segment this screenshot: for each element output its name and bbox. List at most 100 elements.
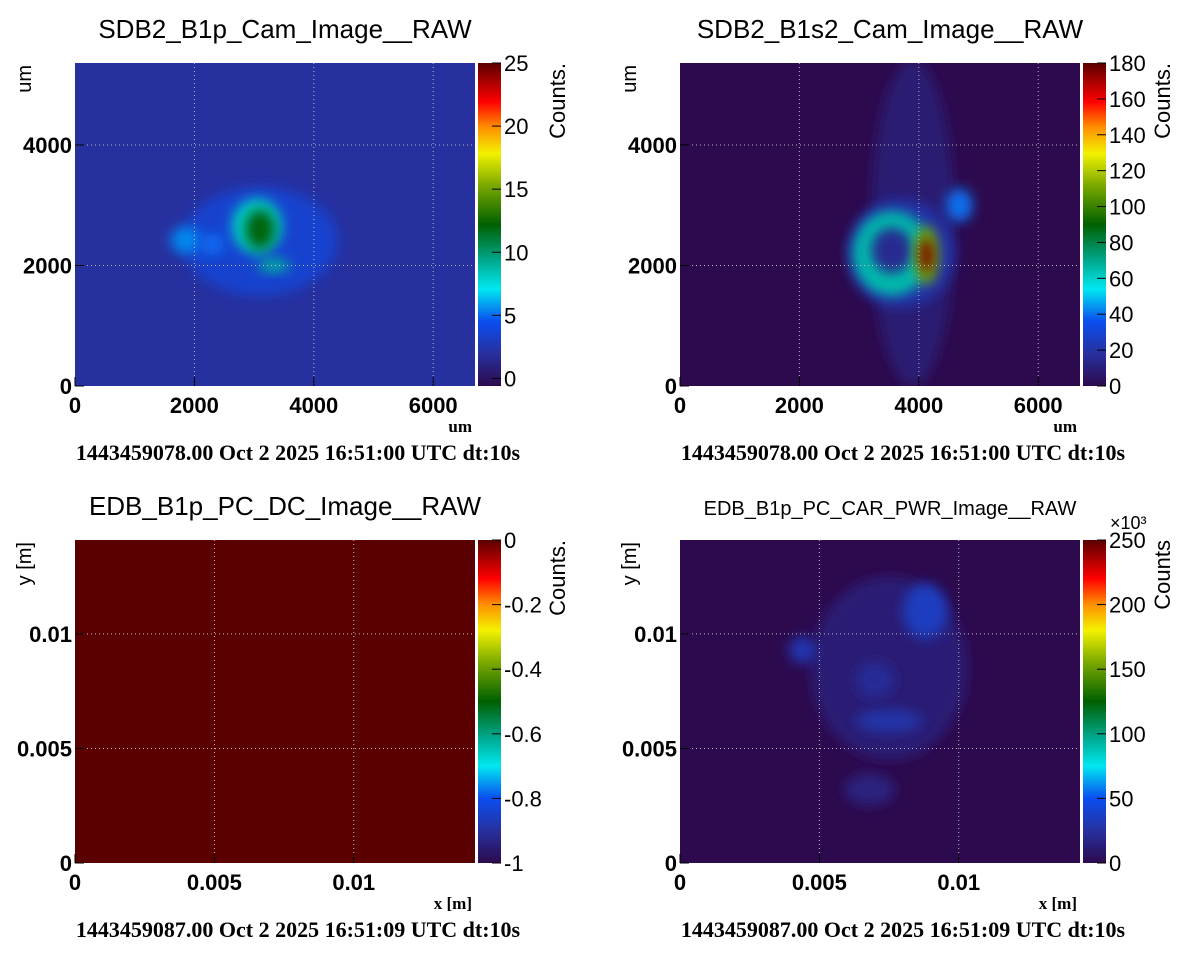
y-tick-label: 0.005 xyxy=(17,736,72,761)
plot-title: EDB_B1p_PC_DC_Image__RAW xyxy=(89,491,482,521)
timestamp-footer: 1443459087.00 Oct 2 2025 16:51:09 UTC dt… xyxy=(76,917,521,942)
color-scale-bar xyxy=(478,540,501,863)
z-tick-label: 0 xyxy=(504,366,516,391)
z-tick-label: 120 xyxy=(1109,159,1146,184)
z-axis-title: Counts xyxy=(1150,540,1175,610)
x-tick-label: 0.005 xyxy=(792,870,847,895)
x-tick-label: 0.01 xyxy=(332,870,375,895)
z-tick-label: 60 xyxy=(1109,266,1133,291)
z-tick-label: 200 xyxy=(1109,593,1146,618)
y-tick-label: 0 xyxy=(665,851,677,876)
heatmap-hotspot xyxy=(788,636,817,664)
z-tick-label: 20 xyxy=(504,114,528,139)
heatmap-cells xyxy=(170,187,338,296)
y-axis-title: y [m] xyxy=(619,542,641,585)
y-tick-label: 4000 xyxy=(23,133,72,158)
timestamp-footer: 1443459087.00 Oct 2 2025 16:51:09 UTC dt… xyxy=(681,917,1126,942)
x-tick-label: 0 xyxy=(674,393,686,418)
x-axis-title: x [m] xyxy=(434,894,472,913)
heatmap-hotspot xyxy=(920,238,934,273)
y-tick-label: 0 xyxy=(60,851,72,876)
heatmap-hotspot xyxy=(200,233,225,256)
x-tick-label: 6000 xyxy=(409,393,458,418)
plot-title: SDB2_B1s2_Cam_Image__RAW xyxy=(697,14,1084,44)
heatmap-hotspot xyxy=(258,258,290,273)
z-axis-title: Counts. xyxy=(545,63,570,139)
y-tick-label: 0 xyxy=(60,374,72,399)
z-tick-label: -0.4 xyxy=(504,657,542,682)
x-tick-label: 4000 xyxy=(894,393,943,418)
y-tick-label: 0 xyxy=(665,374,677,399)
heatmap-cells xyxy=(788,576,968,806)
y-tick-label: 2000 xyxy=(23,253,72,278)
x-tick-label: 2000 xyxy=(775,393,824,418)
y-axis-title: um xyxy=(14,65,36,93)
z-tick-label: 0 xyxy=(1109,851,1121,876)
z-tick-label: 20 xyxy=(1109,338,1133,363)
x-axis-title: x [m] xyxy=(1039,894,1077,913)
heatmap-cells xyxy=(847,63,973,386)
x-tick-label: 0 xyxy=(69,393,81,418)
heatmap-hotspot xyxy=(844,773,895,806)
z-tick-label: 0 xyxy=(504,528,516,553)
color-scale-bar xyxy=(1083,63,1106,386)
z-tick-label: 10 xyxy=(504,240,528,265)
z-tick-label: 100 xyxy=(1109,722,1146,747)
x-tick-label: 6000 xyxy=(1014,393,1063,418)
timestamp-footer: 1443459078.00 Oct 2 2025 16:51:00 UTC dt… xyxy=(681,440,1126,465)
y-tick-label: 0.01 xyxy=(634,622,677,647)
y-tick-label: 4000 xyxy=(628,133,677,158)
y-tick-label: 0.005 xyxy=(622,736,677,761)
heatmap-hotspot xyxy=(871,227,913,274)
color-scale-bar xyxy=(478,63,501,386)
z-tick-label: 160 xyxy=(1109,87,1146,112)
z-tick-label: -0.2 xyxy=(504,593,542,618)
z-tick-label: 150 xyxy=(1109,657,1146,682)
x-tick-label: 2000 xyxy=(170,393,219,418)
z-tick-label: 250 xyxy=(1109,528,1146,553)
timestamp-footer: 1443459078.00 Oct 2 2025 16:51:00 UTC dt… xyxy=(76,440,521,465)
heatmap-hotspot xyxy=(855,661,895,699)
heatmap-hotspot xyxy=(902,583,948,639)
plot-title: SDB2_B1p_Cam_Image__RAW xyxy=(98,14,472,44)
pad-2: SDB2_B1s2_Cam_Image__RAW 0 2000 4000 6000 0 20… xyxy=(619,14,1175,465)
z-axis-title: Counts. xyxy=(545,540,570,616)
z-tick-label: -0.8 xyxy=(504,786,542,811)
heatmap-hotspot xyxy=(946,188,973,223)
z-tick-label: 40 xyxy=(1109,302,1133,327)
heatmap-background xyxy=(75,540,475,863)
x-axis-title: um xyxy=(1053,417,1077,436)
heatmap-hotspot xyxy=(170,226,201,254)
z-tick-label: 180 xyxy=(1109,51,1146,76)
z-multiplier: ×10³ xyxy=(1110,513,1147,533)
y-tick-label: 2000 xyxy=(628,253,677,278)
pad-3: EDB_B1p_PC_DC_Image__RAW 0 0.005 0.01 0 0.005… xyxy=(14,491,570,942)
z-tick-label: 80 xyxy=(1109,230,1133,255)
x-axis-title: um xyxy=(448,417,472,436)
plot-title: EDB_B1p_PC_CAR_PWR_Image__RAW xyxy=(704,498,1077,520)
x-tick-label: 0.005 xyxy=(187,870,242,895)
z-tick-label: 25 xyxy=(504,51,528,76)
x-tick-label: 0 xyxy=(674,870,686,895)
z-tick-label: 50 xyxy=(1109,786,1133,811)
pad-4: EDB_B1p_PC_CAR_PWR_Image__RAW 0 0.005 0.01 0… xyxy=(619,498,1175,942)
x-tick-label: 0 xyxy=(69,870,81,895)
y-tick-label: 0.01 xyxy=(29,622,72,647)
heatmap-hotspot xyxy=(855,709,923,733)
x-tick-label: 0.01 xyxy=(937,870,980,895)
z-tick-label: 0 xyxy=(1109,374,1121,399)
z-axis-title: Counts. xyxy=(1150,63,1175,139)
z-tick-label: 140 xyxy=(1109,123,1146,148)
z-tick-label: 5 xyxy=(504,303,516,328)
y-axis-title: y [m] xyxy=(14,542,36,585)
z-tick-label: -1 xyxy=(504,851,524,876)
z-tick-label: -0.6 xyxy=(504,722,542,747)
heatmap-hotspot xyxy=(245,209,275,250)
color-scale-bar xyxy=(1083,540,1106,863)
z-tick-label: 15 xyxy=(504,177,528,202)
y-axis-title: um xyxy=(619,65,641,93)
x-tick-label: 4000 xyxy=(289,393,338,418)
z-tick-label: 100 xyxy=(1109,195,1146,220)
